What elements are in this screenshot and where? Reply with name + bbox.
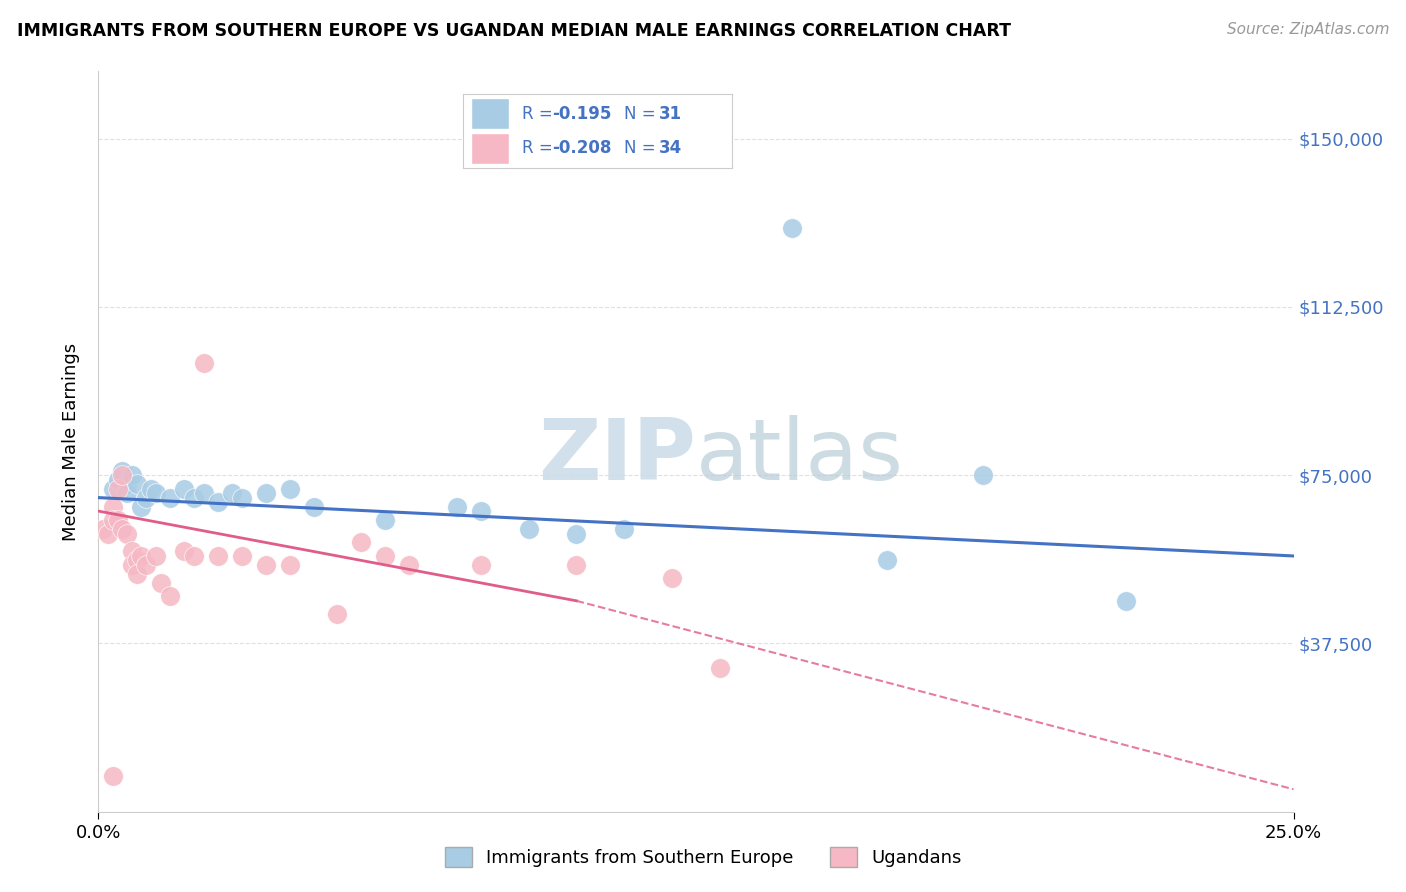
Point (159, 590, 181, 604)
Point (139, 482, 162, 496)
Point (183, 491, 205, 505)
Point (326, 607, 349, 622)
Text: atlas: atlas (696, 415, 904, 498)
Point (145, 549, 167, 563)
Point (101, 513, 124, 527)
Point (173, 482, 195, 496)
Point (1115, 594, 1137, 608)
Point (302, 500, 325, 514)
Point (661, 571, 683, 585)
Point (565, 526, 588, 541)
Point (107, 513, 129, 527)
Point (221, 486, 243, 500)
Point (97, 526, 120, 541)
Point (193, 486, 215, 500)
Point (278, 482, 301, 496)
Point (107, 482, 129, 496)
Point (517, 522, 540, 536)
Point (115, 526, 138, 541)
Text: IMMIGRANTS FROM SOUTHERN EUROPE VS UGANDAN MEDIAN MALE EARNINGS CORRELATION CHAR: IMMIGRANTS FROM SOUTHERN EUROPE VS UGAND… (17, 22, 1011, 40)
Point (231, 491, 253, 505)
Point (183, 549, 205, 563)
Point (121, 558, 143, 572)
Point (374, 549, 396, 563)
Legend: Immigrants from Southern Europe, Ugandans: Immigrants from Southern Europe, Ugandan… (437, 839, 969, 874)
Point (159, 491, 181, 505)
Point (111, 522, 134, 536)
Point (107, 473, 129, 487)
Point (565, 558, 588, 572)
Point (121, 468, 143, 483)
Point (231, 549, 253, 563)
Point (207, 549, 229, 563)
Point (613, 522, 636, 536)
Text: Source: ZipAtlas.com: Source: ZipAtlas.com (1226, 22, 1389, 37)
Point (149, 575, 172, 590)
Point (254, 486, 277, 500)
Text: ZIP: ZIP (538, 415, 696, 498)
Point (254, 558, 277, 572)
Point (374, 513, 396, 527)
Point (91, 522, 114, 536)
Point (125, 477, 148, 491)
Point (470, 504, 492, 518)
Point (470, 558, 492, 572)
Point (278, 558, 301, 572)
Point (115, 477, 138, 491)
Point (115, 486, 138, 500)
Point (193, 356, 215, 370)
Point (101, 482, 124, 496)
Point (101, 500, 124, 514)
Point (876, 553, 898, 567)
Point (145, 486, 167, 500)
Point (135, 491, 157, 505)
Point (398, 558, 420, 572)
Point (350, 535, 373, 549)
Y-axis label: Median Male Earnings: Median Male Earnings (62, 343, 80, 541)
Point (446, 500, 468, 514)
Point (101, 769, 124, 783)
Point (121, 544, 143, 558)
Point (709, 661, 731, 675)
Point (131, 500, 153, 514)
Point (111, 464, 134, 478)
Point (780, 221, 803, 235)
Point (111, 468, 134, 483)
Point (972, 468, 994, 483)
Point (173, 544, 195, 558)
Point (125, 566, 148, 581)
Point (135, 558, 157, 572)
Point (207, 495, 229, 509)
Point (131, 549, 153, 563)
Point (125, 553, 148, 567)
